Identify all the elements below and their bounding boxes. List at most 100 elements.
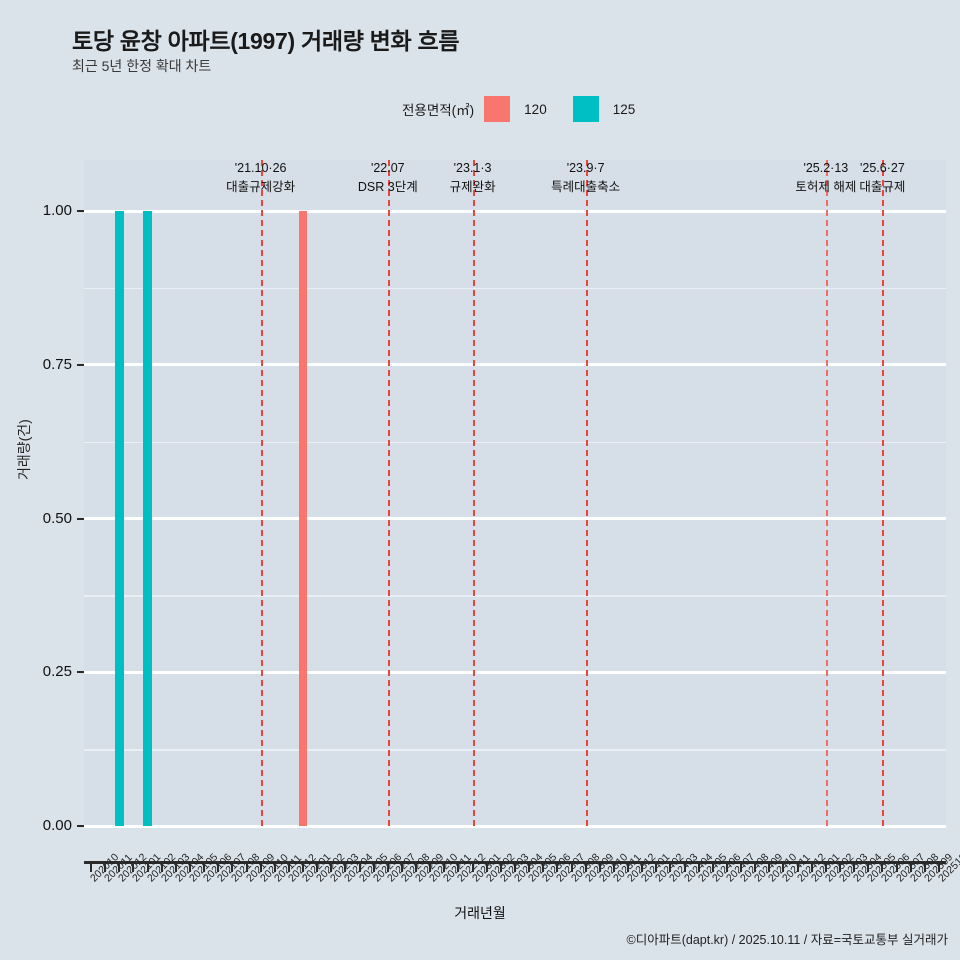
- x-axis-title: 거래년월: [454, 905, 506, 921]
- gridline: [84, 517, 946, 520]
- x-axis-tick: [118, 861, 121, 872]
- x-axis-tick: [358, 861, 361, 872]
- x-axis-tick: [853, 861, 856, 872]
- event-name: 규제완화: [449, 180, 496, 195]
- x-axis-tick: [570, 861, 573, 872]
- x-axis-tick: [669, 861, 672, 872]
- x-axis-tick: [443, 861, 446, 872]
- event-annotation-202301: '23.1·3 규제완화: [403, 159, 543, 198]
- legend-swatch-120: [484, 96, 511, 122]
- x-axis-tick: [881, 861, 884, 872]
- event-date: '25.6·27: [860, 161, 905, 175]
- y-axis-tick: [77, 363, 84, 366]
- legend-label-125: 125: [612, 101, 636, 117]
- chart-title: 토당 윤창 아파트(1997) 거래량 변화 흐름: [72, 28, 460, 54]
- x-axis-tick: [768, 861, 771, 872]
- x-axis-tick: [372, 861, 375, 872]
- x-axis-tick: [612, 861, 615, 872]
- legend: 전용면적(㎡) 120 125: [402, 96, 661, 122]
- gridline-minor: [84, 441, 946, 444]
- x-axis-tick: [711, 861, 714, 872]
- x-axis-tick: [683, 861, 686, 872]
- x-axis-tick: [514, 861, 516, 872]
- y-axis-label: 0.25: [42, 663, 72, 681]
- plot-area: [84, 160, 946, 828]
- gridline: [84, 209, 946, 213]
- event-name: 대출규제강화: [226, 180, 296, 195]
- gridline-minor: [84, 595, 946, 597]
- x-axis-tick: [146, 861, 149, 872]
- event-name: 특례대출축소: [551, 180, 621, 195]
- x-axis-tick: [782, 861, 785, 872]
- x-axis-tick: [217, 861, 220, 872]
- x-axis-tick: [174, 861, 177, 872]
- x-axis-tick: [655, 861, 658, 872]
- gridline-minor: [84, 749, 946, 751]
- source-caption: ©디아파트(dapt.kr) / 2025.10.11 / 자료=국토교통부 실…: [626, 933, 949, 947]
- x-axis-tick: [909, 861, 912, 872]
- event-name: DSR 3단계: [357, 180, 418, 195]
- x-axis-tick: [839, 861, 842, 872]
- x-axis-tick: [499, 861, 502, 872]
- event-annotation-202110: '21.10·26 대출규제강화: [191, 159, 331, 198]
- x-axis-tick: [302, 861, 305, 872]
- chart-subtitle: 최근 5년 한정 확대 차트: [72, 58, 212, 74]
- legend-title: 전용면적(㎡): [402, 103, 475, 118]
- x-axis-tick: [160, 861, 163, 872]
- x-axis-tick: [316, 861, 319, 872]
- event-annotation-202502: '25.2·13 토허제 해제: [756, 159, 896, 198]
- bar-125-202102[interactable]: [143, 211, 152, 826]
- x-axis-tick: [584, 861, 587, 872]
- x-axis-tick: [330, 861, 333, 872]
- x-axis-tick: [923, 861, 926, 872]
- x-axis-tick: [287, 861, 290, 872]
- x-axis-tick: [245, 861, 248, 872]
- event-line-202207: [387, 160, 390, 826]
- x-axis-tick: [429, 861, 432, 872]
- x-axis-tick: [273, 861, 276, 872]
- y-axis-label: 0.75: [42, 355, 72, 373]
- legend-label-120: 120: [524, 101, 547, 117]
- y-axis-label: 0.00: [42, 817, 72, 834]
- x-axis-tick: [725, 861, 728, 872]
- gridline-minor: [84, 287, 946, 290]
- x-axis-tick: [627, 861, 630, 872]
- event-date: '23.9·7: [566, 161, 605, 175]
- x-axis-tick: [740, 861, 743, 872]
- x-axis-tick: [203, 861, 206, 872]
- x-axis-tick: [132, 861, 135, 872]
- x-axis-tick: [895, 861, 898, 872]
- event-date: '21.10·26: [234, 161, 287, 175]
- event-line-202309: [585, 160, 588, 826]
- event-line-202506: [882, 160, 885, 826]
- y-axis-title: 거래량(건): [16, 419, 32, 480]
- y-axis-tick: [77, 517, 84, 520]
- bar-120-202201[interactable]: [298, 211, 308, 826]
- event-line-202110: [260, 160, 263, 826]
- x-axis-tick: [188, 861, 191, 872]
- event-annotation-202207: '22.07 DSR 3단계: [318, 159, 458, 198]
- x-axis-tick: [697, 861, 700, 872]
- bar-125-202012[interactable]: [114, 211, 124, 826]
- x-axis-tick: [824, 861, 827, 872]
- x-axis-tick: [867, 861, 870, 872]
- gridline: [84, 363, 946, 367]
- event-annotation-202506: '25.6·27 대출규제: [812, 159, 952, 198]
- x-axis-tick: [457, 861, 460, 872]
- gridline: [84, 824, 946, 828]
- x-axis-tick: [415, 861, 418, 872]
- event-line-202502: [825, 160, 828, 826]
- x-axis-tick: [796, 861, 799, 872]
- event-date: '25.2·13: [803, 161, 849, 175]
- y-axis-label: 0.50: [42, 509, 72, 527]
- x-axis-tick: [810, 861, 813, 872]
- y-axis-tick: [77, 671, 84, 674]
- x-axis-tick: [937, 861, 940, 872]
- x-axis-tick: [542, 861, 545, 872]
- event-name: 토허제 해제: [795, 180, 857, 195]
- x-axis-tick: [485, 861, 488, 872]
- x-axis-tick: [641, 861, 644, 872]
- x-axis-tick: [386, 861, 389, 872]
- x-axis-tick: [471, 861, 474, 872]
